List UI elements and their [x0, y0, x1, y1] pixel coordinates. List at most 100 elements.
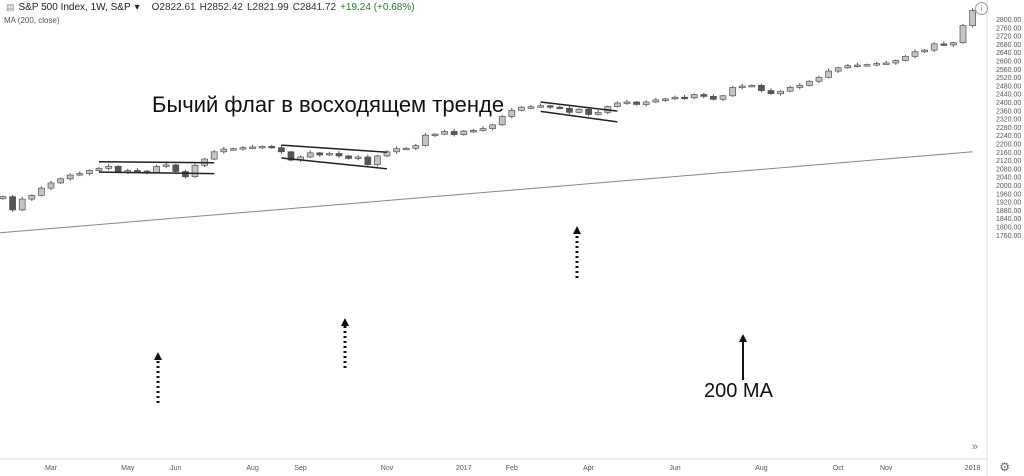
info-icon[interactable]: i [975, 2, 988, 15]
chart-annotation-title: Бычий флаг в восходящем тренде [152, 92, 505, 117]
candle-body [748, 85, 756, 88]
candle-body [854, 64, 861, 67]
candle-body [719, 95, 727, 100]
candle-body [950, 42, 957, 46]
y-tick-label: 2720.00 [996, 34, 1021, 41]
candle-body [546, 105, 554, 108]
candle-body [671, 96, 679, 100]
x-tick-label: Oct [833, 465, 844, 472]
open-value: O2822.61 [151, 1, 196, 13]
candle-body [556, 106, 564, 110]
candle-body [18, 198, 26, 211]
y-tick-label: 1920.00 [996, 200, 1021, 207]
ma200-line [0, 151, 973, 234]
flag-lower-line [98, 171, 215, 175]
candle-body [316, 152, 324, 156]
candle-body [527, 106, 535, 109]
candle-body [806, 80, 813, 86]
y-tick-label: 2280.00 [996, 125, 1021, 132]
candle-body [0, 196, 7, 200]
x-tick-label: Nov [381, 465, 394, 472]
candle-body [114, 165, 122, 173]
candle-body [585, 108, 592, 115]
y-tick-label: 2000.00 [996, 183, 1021, 190]
candle-body [153, 165, 160, 173]
candle-body [700, 94, 708, 97]
candles-layer [0, 8, 976, 212]
candle-body [441, 131, 448, 135]
symbol-icon: ▤ [6, 1, 15, 12]
low-value: L2821.99 [246, 1, 289, 13]
pattern-layer [98, 101, 747, 403]
x-tick-label: Aug [755, 465, 768, 472]
chevron-down-icon[interactable]: ▾ [134, 1, 140, 13]
candle-body [162, 164, 170, 167]
y-tick-label: 2480.00 [996, 83, 1021, 90]
candle-body [498, 116, 506, 126]
candle-body [172, 164, 180, 172]
candle-body [940, 43, 948, 46]
candle-body [844, 65, 852, 69]
candle-body [911, 51, 919, 57]
y-tick-label: 1880.00 [996, 208, 1021, 215]
candle-body [134, 170, 141, 173]
candle-body [220, 148, 228, 153]
candle-body [9, 196, 16, 211]
gear-icon[interactable]: ⚙ [999, 460, 1010, 474]
y-tick-label: 2680.00 [996, 42, 1021, 49]
flag-upper-line [540, 101, 618, 112]
candle-body [796, 85, 804, 88]
candle-body [28, 195, 36, 200]
candle-body [239, 147, 247, 150]
y-tick-label: 2320.00 [996, 117, 1021, 124]
candle-body [86, 170, 93, 174]
candle-body [76, 173, 84, 176]
y-tick-label: 2560.00 [996, 67, 1021, 74]
candle-body [882, 62, 890, 65]
x-tick-label: Mar [45, 465, 58, 472]
x-tick-label: 2018 [965, 465, 981, 472]
y-tick-label: 2440.00 [996, 92, 1021, 99]
candle-body [633, 101, 640, 105]
candle-body [930, 43, 938, 51]
x-tick-label: Jun [669, 465, 680, 472]
y-tick-label: 2120.00 [996, 158, 1021, 165]
x-tick-label: May [121, 465, 135, 472]
scroll-right-icon[interactable]: » [971, 441, 978, 453]
y-tick-label: 2360.00 [996, 108, 1021, 115]
candle-body [95, 168, 103, 171]
candle-body [902, 55, 909, 61]
y-tick-label: 2520.00 [996, 75, 1021, 82]
candle-body [422, 134, 429, 146]
candle-body [642, 101, 650, 105]
change-value: +19.24 (+0.68%) [340, 1, 415, 13]
candle-body [287, 151, 295, 161]
candle-body [249, 146, 256, 149]
candle-body [575, 108, 583, 113]
candle-body [873, 63, 880, 66]
y-tick-label: 1960.00 [996, 191, 1021, 198]
candle-body [662, 98, 669, 101]
candle-body [57, 178, 64, 184]
y-tick-label: 2040.00 [996, 175, 1021, 182]
candle-body [815, 76, 823, 82]
flag-upper-line [281, 144, 388, 153]
candle-body [66, 174, 74, 180]
candle-body [777, 90, 784, 95]
symbol-label[interactable]: S&P 500 Index, 1W, S&P [18, 1, 131, 13]
candle-body [758, 85, 765, 91]
candle-body [105, 165, 112, 169]
y-tick-label: 2400.00 [996, 100, 1021, 107]
x-tick-label: Feb [506, 465, 518, 472]
chart-header: ▤ S&P 500 Index, 1W, S&P ▾ O2822.61 H285… [0, 0, 419, 14]
arrow-head [154, 352, 162, 360]
indicator-label[interactable]: MA (200, close) [4, 16, 60, 25]
candle-body [268, 146, 276, 149]
x-tick-label: 2017 [456, 465, 472, 472]
candle-body [479, 128, 487, 131]
arrow-head [341, 318, 349, 326]
x-tick-label: Apr [583, 465, 595, 472]
candle-body [374, 155, 381, 166]
